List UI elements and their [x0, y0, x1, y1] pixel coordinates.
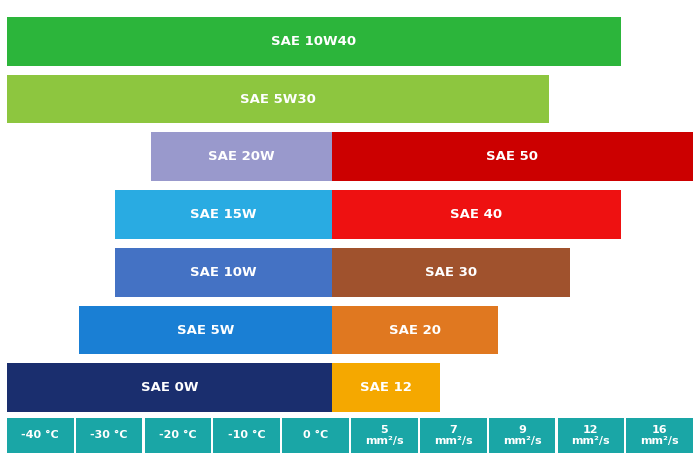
Text: -10 °C: -10 °C	[228, 430, 265, 440]
Bar	[332, 190, 621, 239]
Bar	[332, 132, 693, 181]
Bar	[76, 418, 143, 453]
Bar	[151, 132, 332, 181]
Bar	[489, 418, 555, 453]
Text: SAE 0W: SAE 0W	[141, 381, 198, 394]
Bar	[351, 418, 418, 453]
Bar	[7, 17, 621, 66]
Text: SAE 10W40: SAE 10W40	[272, 35, 356, 48]
Bar	[420, 418, 486, 453]
Bar	[7, 418, 74, 453]
Text: -40 °C: -40 °C	[22, 430, 60, 440]
Bar	[145, 418, 211, 453]
Text: -30 °C: -30 °C	[90, 430, 128, 440]
Text: 0 °C: 0 °C	[303, 430, 328, 440]
Text: SAE 50: SAE 50	[486, 150, 538, 163]
Text: SAE 40: SAE 40	[450, 208, 503, 221]
Text: 9
mm²/s: 9 mm²/s	[503, 425, 541, 446]
Bar	[7, 75, 549, 124]
Bar	[214, 418, 280, 453]
Text: 7
mm²/s: 7 mm²/s	[434, 425, 473, 446]
Text: SAE 12: SAE 12	[360, 381, 412, 394]
Bar	[332, 363, 440, 412]
Text: 16
mm²/s: 16 mm²/s	[640, 425, 679, 446]
Text: 12
mm²/s: 12 mm²/s	[571, 425, 610, 446]
Text: SAE 5W30: SAE 5W30	[240, 93, 316, 106]
Bar	[626, 418, 693, 453]
Bar	[282, 418, 349, 453]
Bar	[332, 306, 498, 355]
Bar	[116, 190, 332, 239]
Bar	[557, 418, 624, 453]
Text: SAE 20: SAE 20	[389, 324, 441, 337]
Bar	[332, 248, 570, 297]
Text: SAE 15W: SAE 15W	[190, 208, 257, 221]
Text: SAE 10W: SAE 10W	[190, 266, 257, 279]
Text: 5
mm²/s: 5 mm²/s	[365, 425, 404, 446]
Bar	[116, 248, 332, 297]
Text: -20 °C: -20 °C	[159, 430, 197, 440]
Text: SAE 5W: SAE 5W	[177, 324, 234, 337]
Text: SAE 20W: SAE 20W	[209, 150, 275, 163]
Bar	[7, 363, 332, 412]
Bar	[79, 306, 332, 355]
Text: SAE 30: SAE 30	[425, 266, 477, 279]
